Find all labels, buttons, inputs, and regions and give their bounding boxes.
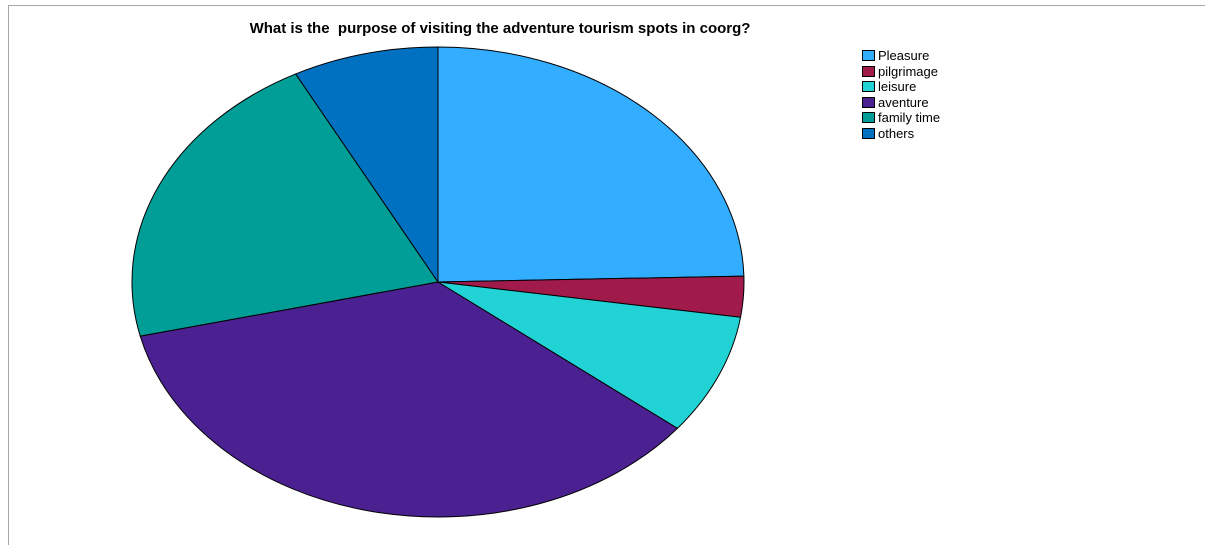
pie-slice-family-time — [131, 73, 439, 337]
legend-label: others — [878, 125, 915, 141]
legend-label: family time — [878, 110, 941, 126]
chart-legend: Pleasure pilgrimage leisure aventure family … — [862, 48, 940, 141]
legend-swatch — [862, 50, 875, 62]
pie-slice-leisure — [437, 281, 742, 429]
legend-item-aventure: aventure — [862, 95, 940, 111]
pie-slice-others — [294, 46, 439, 284]
legend-swatch — [862, 127, 875, 139]
legend-label: Pleasure — [878, 48, 930, 64]
pie-slice-aventure — [139, 281, 679, 518]
legend-item-leisure: leisure — [862, 79, 940, 95]
legend-item-family-time: family time — [862, 110, 940, 126]
legend-label: aventure — [878, 94, 929, 110]
legend-label: leisure — [878, 79, 917, 95]
legend-item-pleasure: Pleasure — [862, 48, 940, 64]
legend-swatch — [862, 65, 875, 77]
legend-swatch — [862, 112, 875, 124]
pie-slice-pleasure — [437, 46, 745, 283]
legend-swatch — [862, 81, 875, 93]
legend-label: pilgrimage — [878, 63, 938, 79]
chart-title: What is the purpose of visiting the adve… — [249, 20, 751, 37]
legend-item-others: others — [862, 126, 940, 142]
legend-item-pilgrimage: pilgrimage — [862, 64, 940, 80]
legend-swatch — [862, 96, 875, 108]
chart-frame — [8, 5, 1205, 545]
